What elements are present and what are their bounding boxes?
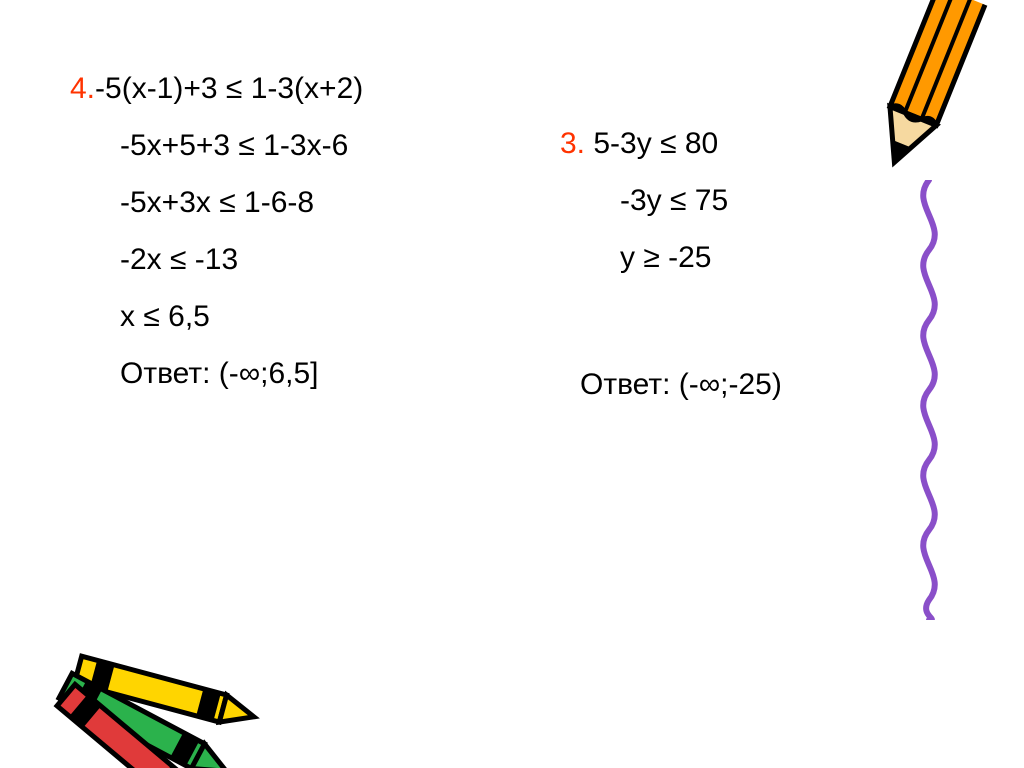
problem-4-expr-1: -5(x-1)+3 ≤ 1-3(x+2) (95, 72, 363, 105)
problem-4-number: 4. (70, 72, 95, 105)
crayons-icon (35, 598, 295, 768)
problem-3-answer: Ответ: (-∞;-25) (560, 356, 782, 413)
problem-3-block: 3. 5-3y ≤ 80 -3y ≤ 75 y ≥ -25 Ответ: (-∞… (560, 115, 782, 413)
problem-3-number: 3. (560, 127, 585, 160)
problem-4-line-5: x ≤ 6,5 (70, 288, 363, 345)
problem-4-line-1: 4.-5(x-1)+3 ≤ 1-3(x+2) (70, 60, 363, 117)
problem-3-line-3: y ≥ -25 (560, 229, 782, 286)
problem-4-line-2: -5x+5+3 ≤ 1-3x-6 (70, 117, 363, 174)
problem-3-line-1: 3. 5-3y ≤ 80 (560, 115, 782, 172)
problem-3-expr-1: 5-3y ≤ 80 (593, 127, 718, 160)
problem-4-line-4: -2x ≤ -13 (70, 231, 363, 288)
problem-3-line-2: -3y ≤ 75 (560, 172, 782, 229)
problem-4-answer: Ответ: (-∞;6,5] (70, 345, 363, 402)
pencil-icon (836, 0, 1022, 205)
problem-4-block: 4.-5(x-1)+3 ≤ 1-3(x+2) -5x+5+3 ≤ 1-3x-6 … (70, 60, 363, 402)
problem-4-line-3: -5x+3x ≤ 1-6-8 (70, 174, 363, 231)
squiggle-line-icon (899, 180, 959, 620)
